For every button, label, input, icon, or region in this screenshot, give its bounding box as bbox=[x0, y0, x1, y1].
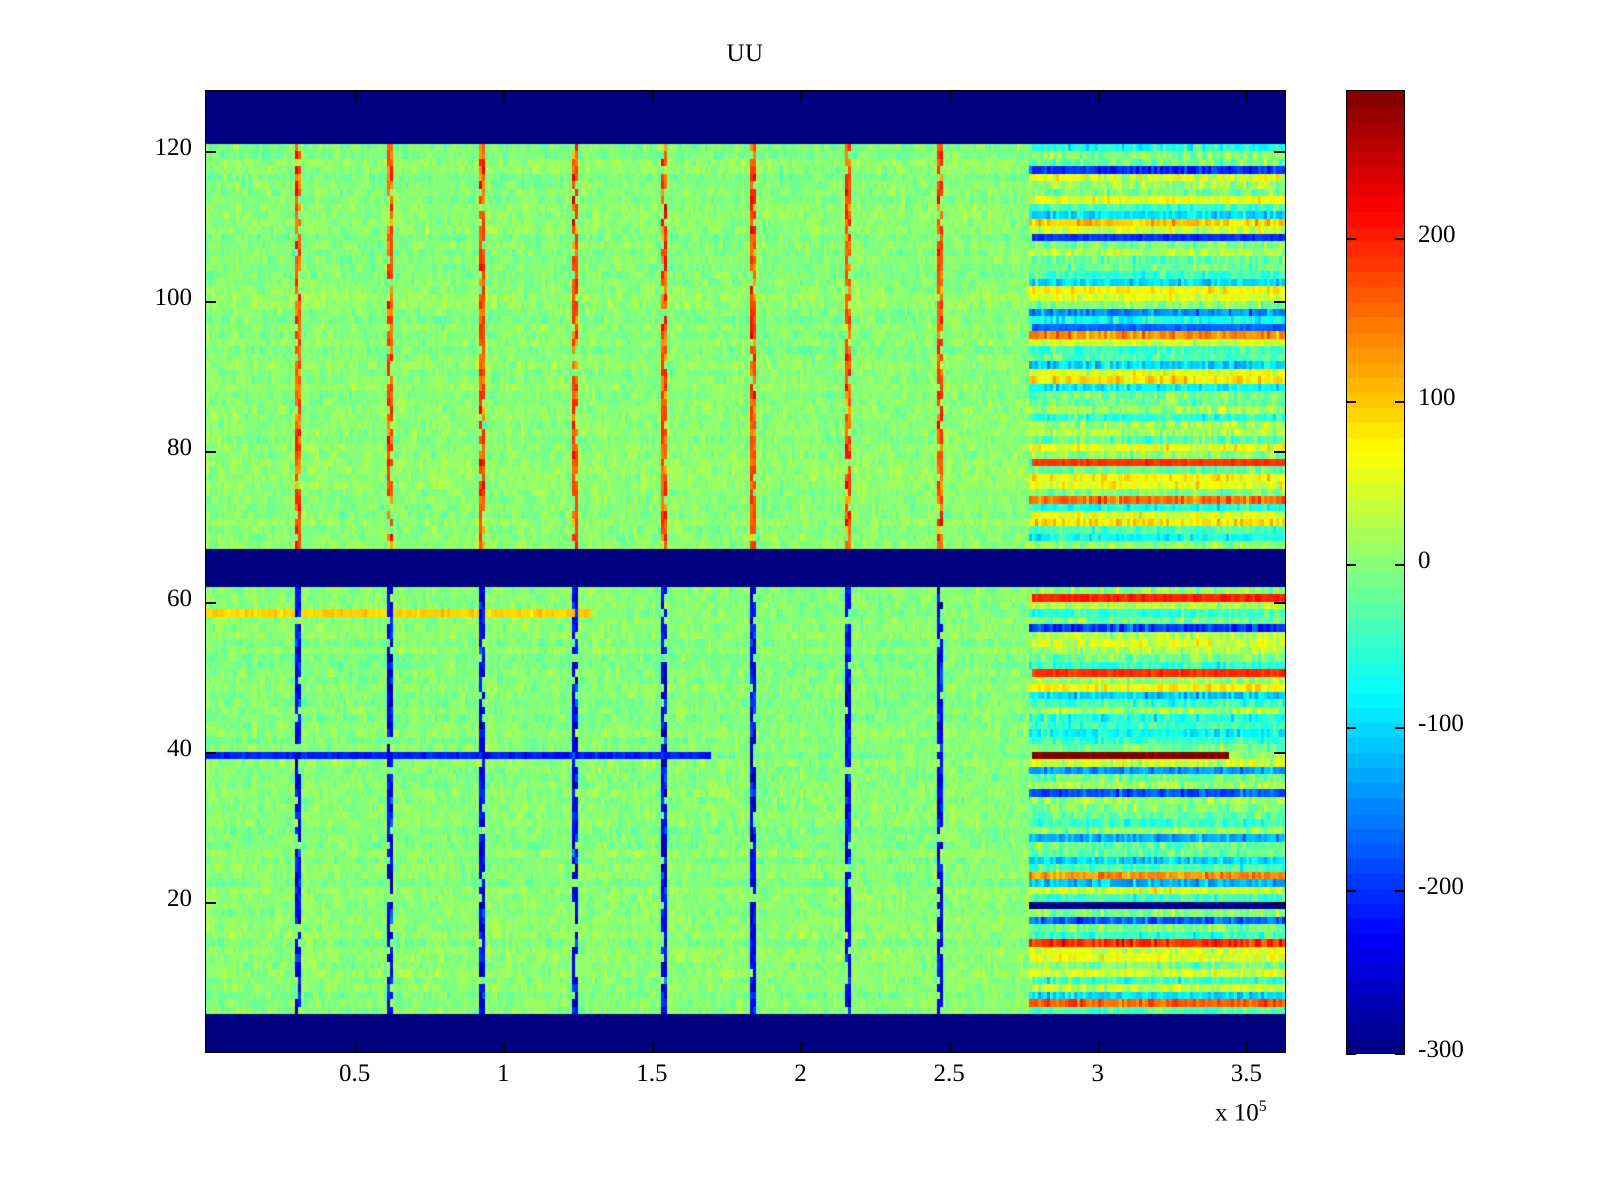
x-axis-tick-mark-top bbox=[1097, 91, 1100, 102]
colorbar[interactable] bbox=[1346, 90, 1405, 1054]
x-axis-tick-mark bbox=[503, 1042, 506, 1053]
colorbar-tick-mark-right bbox=[1395, 1053, 1405, 1055]
y-axis-tick-label: 20 bbox=[167, 884, 192, 912]
heatmap-axes[interactable] bbox=[205, 90, 1286, 1053]
y-axis-tick-label: 40 bbox=[167, 734, 192, 762]
y-axis-tick-mark bbox=[205, 751, 216, 754]
x-axis-tick-mark bbox=[949, 1042, 952, 1053]
colorbar-tick-mark-left bbox=[1346, 726, 1356, 729]
colorbar-tick-mark-left bbox=[1346, 237, 1356, 240]
x-exponent-base: x 10 bbox=[1215, 1099, 1259, 1127]
colorbar-tick-mark-right bbox=[1395, 563, 1405, 566]
y-axis-tick-label: 100 bbox=[154, 284, 193, 312]
y-axis-tick-mark bbox=[205, 451, 216, 454]
x-axis-tick-mark-top bbox=[1246, 91, 1249, 102]
x-axis-tick-mark bbox=[800, 1042, 803, 1053]
y-axis-tick-mark bbox=[205, 901, 216, 904]
colorbar-tick-mark-left bbox=[1346, 400, 1356, 403]
x-axis-tick-label: 1.5 bbox=[636, 1060, 668, 1087]
x-axis-tick-label: 3 bbox=[1091, 1060, 1104, 1087]
x-exponent-power: 5 bbox=[1258, 1098, 1267, 1115]
x-axis-tick-label: 2 bbox=[794, 1060, 807, 1087]
colorbar-tick-mark-right bbox=[1395, 400, 1405, 403]
y-axis-tick-mark-right bbox=[1274, 751, 1285, 754]
x-axis-tick-mark bbox=[1246, 1042, 1249, 1053]
y-axis-tick-mark-right bbox=[1274, 151, 1285, 154]
colorbar-tick-label: -200 bbox=[1418, 872, 1464, 900]
x-axis-tick-label: 2.5 bbox=[933, 1060, 965, 1087]
colorbar-tick-label: 0 bbox=[1418, 546, 1431, 574]
y-axis-tick-label: 120 bbox=[154, 134, 193, 162]
x-axis-tick-mark-top bbox=[651, 91, 654, 102]
x-axis-tick-mark-top bbox=[503, 91, 506, 102]
colorbar-tick-mark-left bbox=[1346, 1053, 1356, 1055]
y-axis-tick-mark-right bbox=[1274, 601, 1285, 604]
y-axis-tick-label: 80 bbox=[167, 434, 192, 462]
colorbar-tick-label: 200 bbox=[1418, 220, 1456, 248]
colorbar-gradient bbox=[1347, 91, 1404, 1053]
y-axis-tick-mark-right bbox=[1274, 451, 1285, 454]
colorbar-tick-label: 100 bbox=[1418, 383, 1456, 411]
x-axis-tick-label: 1 bbox=[496, 1060, 510, 1087]
x-axis-tick-mark-top bbox=[800, 91, 803, 102]
x-axis-exponent-label: x 105 bbox=[1215, 1098, 1267, 1127]
colorbar-tick-mark-right bbox=[1395, 889, 1405, 892]
x-axis-tick-mark bbox=[354, 1042, 357, 1053]
colorbar-tick-label: -100 bbox=[1418, 709, 1464, 737]
colorbar-tick-mark-left bbox=[1346, 563, 1356, 566]
y-axis-tick-label: 60 bbox=[167, 584, 192, 612]
y-axis-tick-mark-right bbox=[1274, 901, 1285, 904]
colorbar-tick-mark-left bbox=[1346, 889, 1356, 892]
x-axis-tick-mark bbox=[1097, 1042, 1100, 1053]
y-axis-tick-mark bbox=[205, 151, 216, 154]
x-axis-tick-label: 3.5 bbox=[1230, 1060, 1262, 1087]
x-axis-tick-mark-top bbox=[354, 91, 357, 102]
x-axis-tick-mark bbox=[651, 1042, 654, 1053]
colorbar-tick-mark-right bbox=[1395, 237, 1405, 240]
y-axis-tick-mark bbox=[205, 601, 216, 604]
x-axis-tick-mark-top bbox=[949, 91, 952, 102]
y-axis-tick-mark bbox=[205, 301, 216, 304]
y-axis-tick-mark-right bbox=[1274, 301, 1285, 304]
colorbar-tick-mark-right bbox=[1395, 726, 1405, 729]
x-axis-tick-label: 0.5 bbox=[338, 1060, 371, 1087]
chart-title: UU bbox=[726, 40, 764, 67]
colorbar-tick-label: -300 bbox=[1418, 1036, 1464, 1063]
heatmap-image bbox=[206, 91, 1285, 1052]
